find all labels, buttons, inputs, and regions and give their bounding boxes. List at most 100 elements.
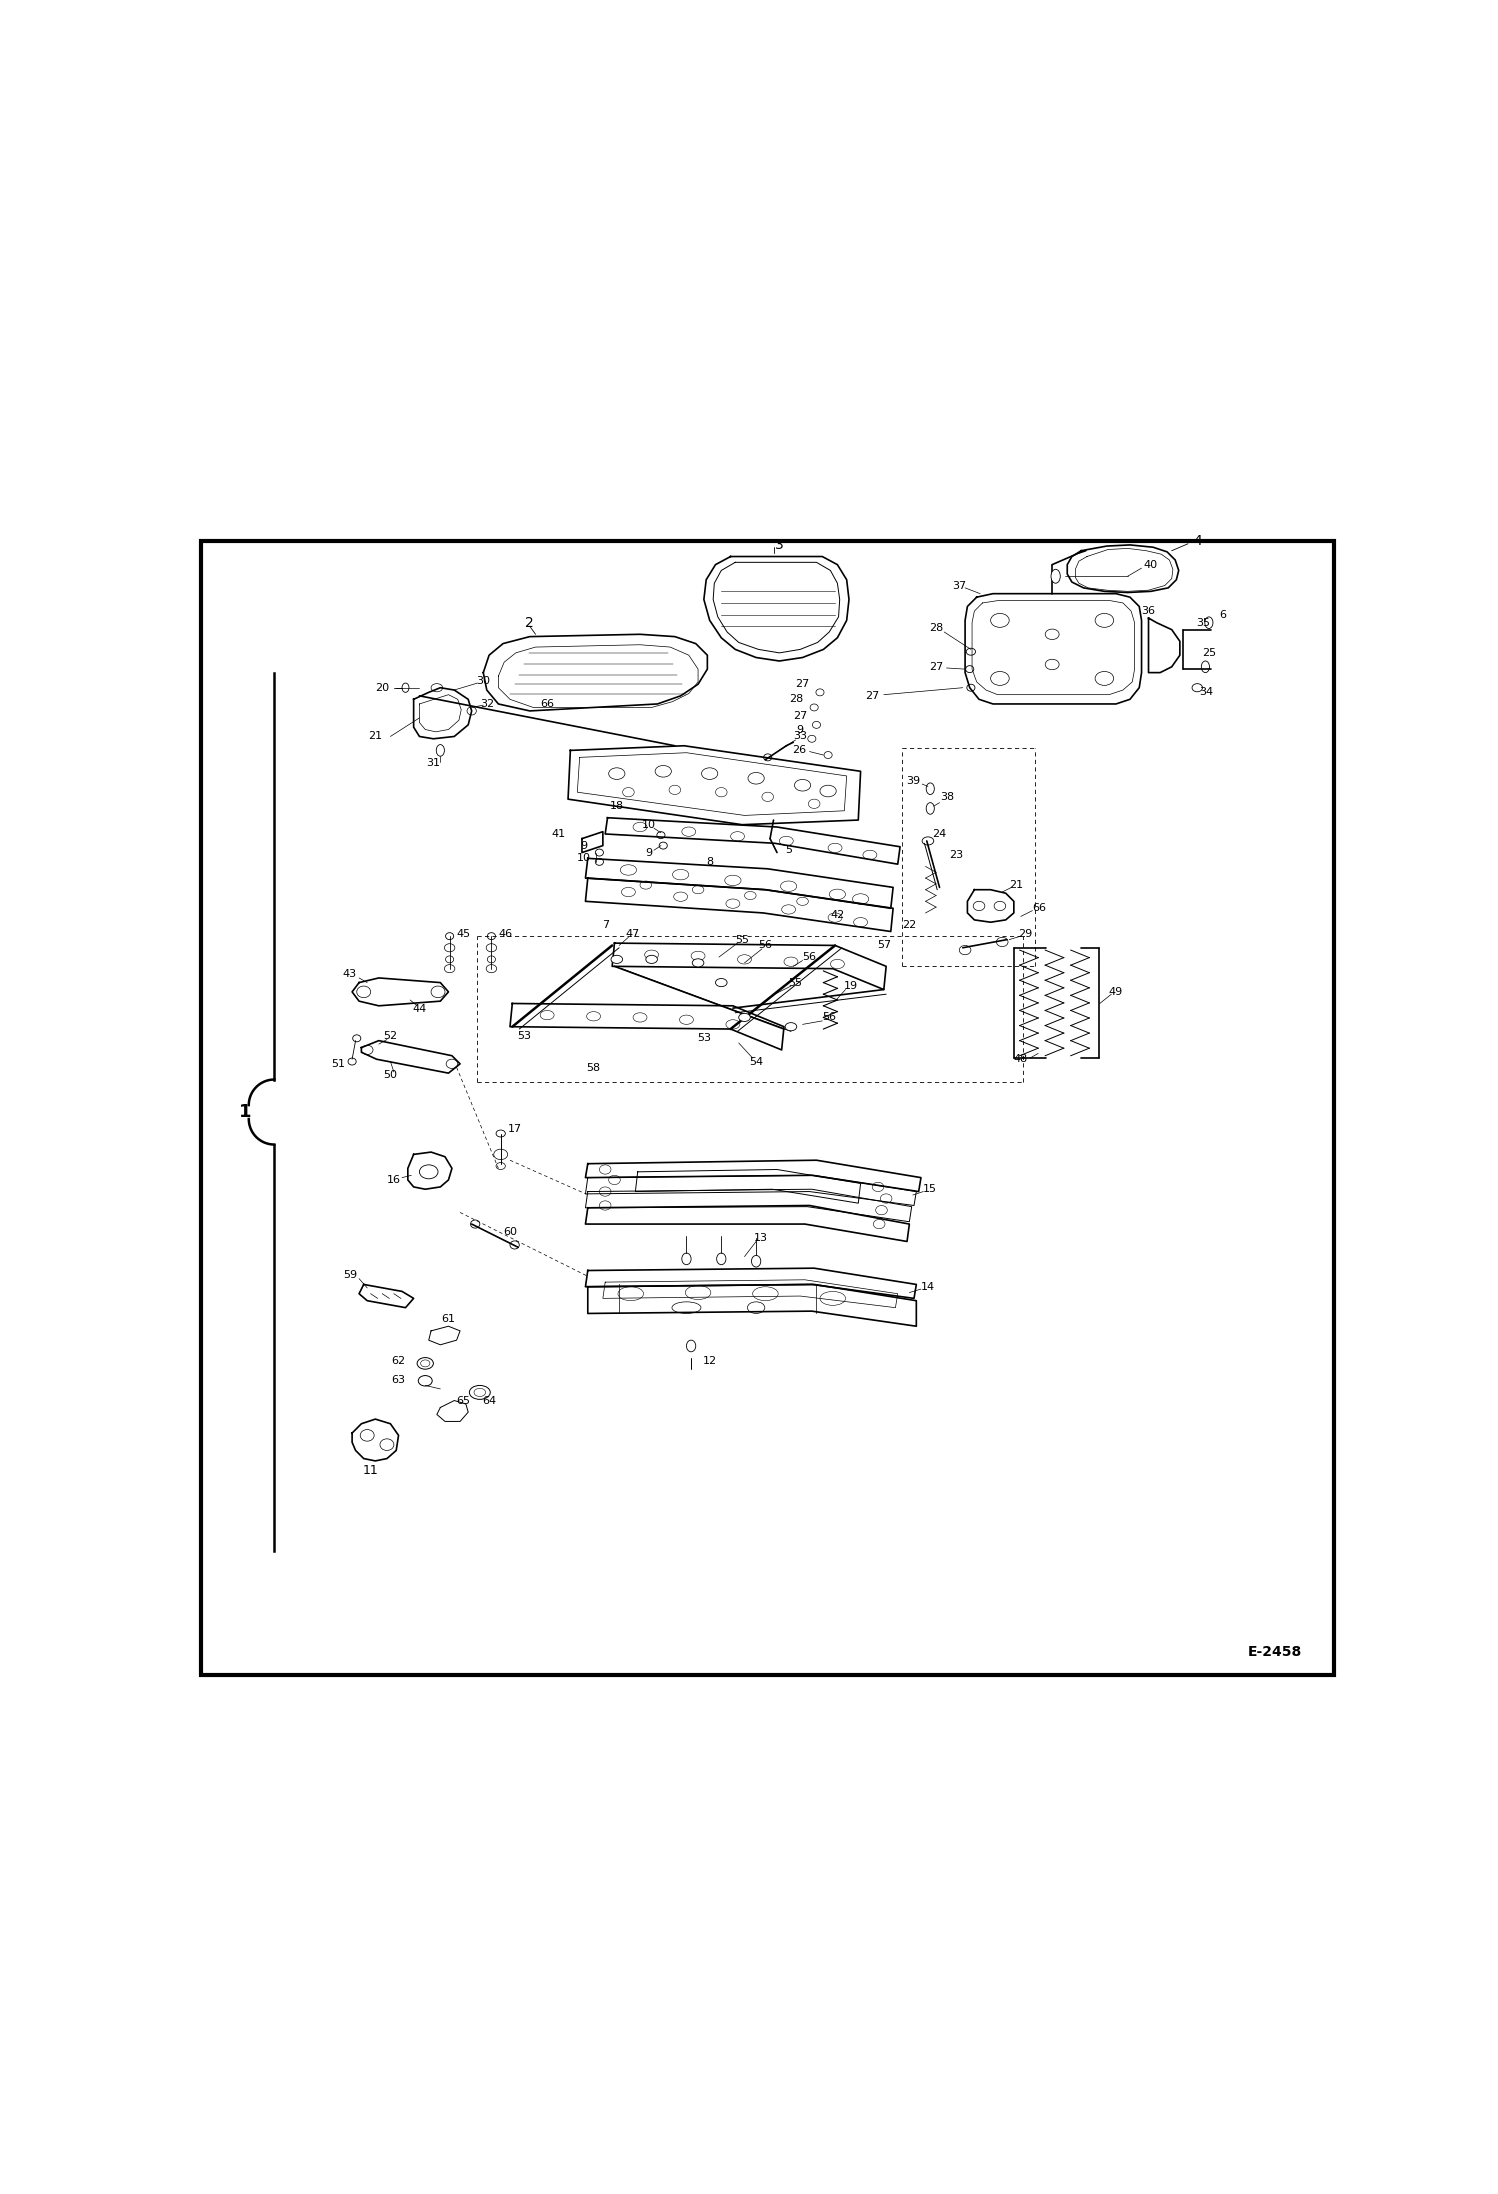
Text: 6: 6 bbox=[1219, 610, 1227, 619]
Text: 7: 7 bbox=[602, 919, 608, 930]
Polygon shape bbox=[613, 943, 887, 989]
Text: 3: 3 bbox=[774, 538, 783, 553]
Text: 40: 40 bbox=[1144, 559, 1158, 570]
Polygon shape bbox=[437, 1400, 469, 1422]
Text: 22: 22 bbox=[902, 919, 917, 930]
Text: 1: 1 bbox=[240, 1104, 252, 1121]
Text: 15: 15 bbox=[923, 1185, 938, 1194]
Text: 24: 24 bbox=[932, 829, 947, 838]
Text: 66: 66 bbox=[541, 700, 554, 709]
Text: 58: 58 bbox=[587, 1064, 601, 1073]
Text: 61: 61 bbox=[442, 1314, 455, 1325]
Text: 9: 9 bbox=[797, 724, 804, 735]
Text: 57: 57 bbox=[876, 941, 891, 950]
Text: 18: 18 bbox=[610, 801, 623, 812]
Polygon shape bbox=[581, 832, 602, 853]
Text: 42: 42 bbox=[830, 911, 845, 919]
Text: 49: 49 bbox=[1109, 987, 1124, 996]
Text: 14: 14 bbox=[921, 1281, 935, 1292]
Text: 27: 27 bbox=[792, 711, 807, 720]
Text: 39: 39 bbox=[906, 777, 920, 785]
Ellipse shape bbox=[785, 1022, 797, 1031]
Ellipse shape bbox=[646, 954, 658, 963]
Text: 11: 11 bbox=[363, 1463, 379, 1477]
Text: 35: 35 bbox=[1195, 619, 1210, 627]
Text: 25: 25 bbox=[1201, 647, 1216, 658]
Text: 4: 4 bbox=[1192, 535, 1201, 548]
Text: E-2458: E-2458 bbox=[1248, 1646, 1302, 1659]
Polygon shape bbox=[407, 1152, 452, 1189]
Text: 9: 9 bbox=[581, 840, 587, 851]
Polygon shape bbox=[586, 1268, 917, 1299]
Text: 10: 10 bbox=[643, 821, 656, 829]
Text: 26: 26 bbox=[792, 746, 806, 755]
Polygon shape bbox=[352, 979, 448, 1005]
Text: 27: 27 bbox=[929, 663, 944, 671]
Polygon shape bbox=[704, 557, 849, 660]
Text: 52: 52 bbox=[383, 1031, 397, 1040]
Text: 2: 2 bbox=[526, 617, 535, 630]
Text: 60: 60 bbox=[503, 1226, 517, 1237]
Text: 23: 23 bbox=[948, 849, 963, 860]
Text: 53: 53 bbox=[517, 1031, 530, 1040]
Polygon shape bbox=[509, 1003, 783, 1051]
Text: 56: 56 bbox=[822, 1011, 836, 1022]
Polygon shape bbox=[568, 746, 860, 825]
Ellipse shape bbox=[611, 954, 623, 963]
Text: 45: 45 bbox=[457, 928, 470, 939]
Text: 21: 21 bbox=[1010, 880, 1023, 891]
Polygon shape bbox=[361, 1040, 460, 1073]
Text: 32: 32 bbox=[479, 700, 494, 709]
Polygon shape bbox=[965, 595, 1141, 704]
Text: 36: 36 bbox=[1141, 606, 1155, 617]
Polygon shape bbox=[1149, 619, 1180, 674]
Polygon shape bbox=[605, 818, 900, 864]
Polygon shape bbox=[587, 1283, 917, 1325]
Text: 28: 28 bbox=[929, 623, 944, 634]
Text: 66: 66 bbox=[1032, 904, 1047, 913]
Text: 37: 37 bbox=[953, 581, 966, 590]
Text: 63: 63 bbox=[391, 1376, 406, 1384]
Text: 31: 31 bbox=[427, 759, 440, 768]
Text: 20: 20 bbox=[374, 682, 389, 693]
Text: 56: 56 bbox=[803, 952, 816, 961]
Text: 59: 59 bbox=[343, 1270, 357, 1279]
Text: 62: 62 bbox=[391, 1356, 406, 1367]
Polygon shape bbox=[428, 1325, 460, 1345]
Polygon shape bbox=[586, 1176, 917, 1205]
Text: 54: 54 bbox=[749, 1058, 762, 1066]
Text: 64: 64 bbox=[482, 1395, 496, 1406]
Text: 44: 44 bbox=[412, 1005, 427, 1014]
Polygon shape bbox=[413, 687, 472, 739]
Polygon shape bbox=[586, 1205, 909, 1242]
Text: 51: 51 bbox=[331, 1060, 345, 1068]
Ellipse shape bbox=[716, 979, 727, 987]
Text: 12: 12 bbox=[703, 1356, 716, 1367]
Text: 30: 30 bbox=[476, 676, 490, 687]
Polygon shape bbox=[586, 1161, 921, 1191]
Text: 55: 55 bbox=[736, 935, 749, 946]
Text: 21: 21 bbox=[369, 731, 382, 742]
Text: 33: 33 bbox=[794, 731, 807, 742]
Polygon shape bbox=[586, 878, 893, 932]
Ellipse shape bbox=[739, 1014, 750, 1022]
Text: 17: 17 bbox=[508, 1123, 521, 1134]
Text: 5: 5 bbox=[785, 845, 792, 856]
Text: 50: 50 bbox=[383, 1071, 397, 1079]
Text: 29: 29 bbox=[1019, 928, 1032, 939]
Polygon shape bbox=[352, 1420, 398, 1461]
Text: 41: 41 bbox=[551, 829, 566, 838]
Text: 43: 43 bbox=[343, 970, 357, 979]
Text: 65: 65 bbox=[457, 1395, 470, 1406]
Text: 10: 10 bbox=[577, 853, 592, 864]
Text: 13: 13 bbox=[753, 1233, 768, 1244]
Text: 38: 38 bbox=[941, 792, 954, 801]
Polygon shape bbox=[1067, 544, 1179, 592]
Text: 8: 8 bbox=[706, 858, 713, 867]
Text: 28: 28 bbox=[789, 693, 804, 704]
Text: 53: 53 bbox=[697, 1033, 712, 1044]
Text: 27: 27 bbox=[795, 680, 810, 689]
Ellipse shape bbox=[692, 959, 704, 968]
Text: 48: 48 bbox=[1014, 1053, 1028, 1064]
Polygon shape bbox=[586, 858, 893, 908]
